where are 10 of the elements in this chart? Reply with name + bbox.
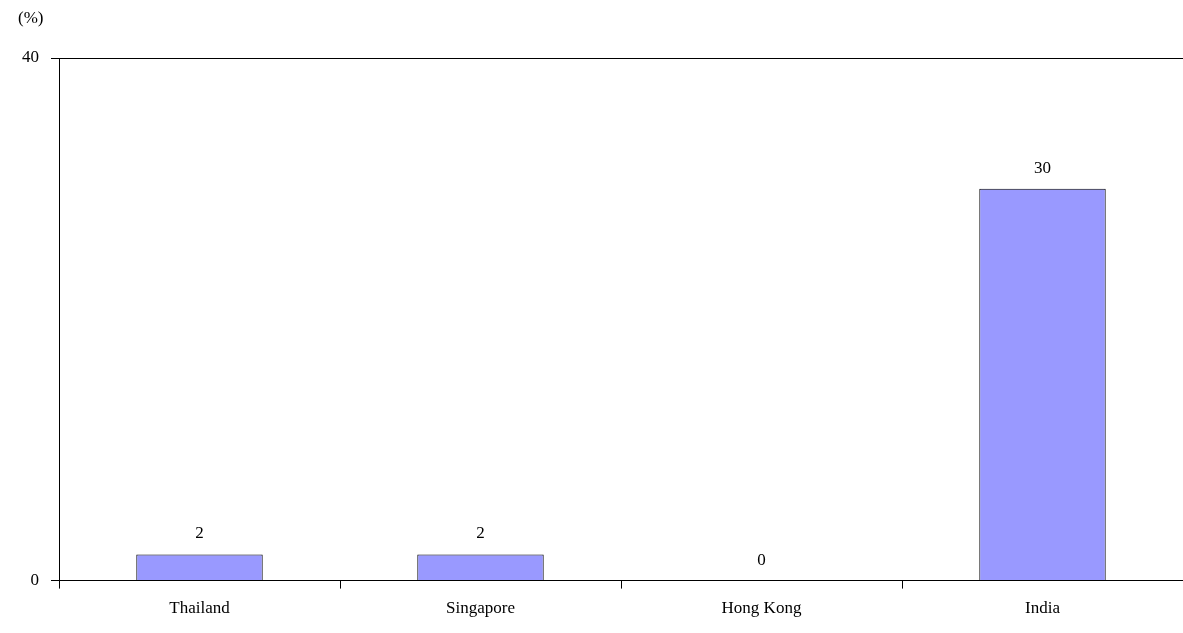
- data-label: 30: [1034, 157, 1051, 177]
- data-label: 2: [195, 523, 204, 543]
- x-tick-label: India: [1025, 598, 1061, 618]
- x-tick-label: Singapore: [446, 598, 515, 618]
- data-label: 2: [476, 523, 485, 543]
- y-axis-title: (%): [18, 7, 44, 27]
- y-tick-label: 40: [22, 47, 39, 67]
- x-tick-label: Thailand: [169, 598, 231, 618]
- x-tick-label: Hong Kong: [721, 598, 802, 618]
- data-label: 0: [757, 549, 766, 569]
